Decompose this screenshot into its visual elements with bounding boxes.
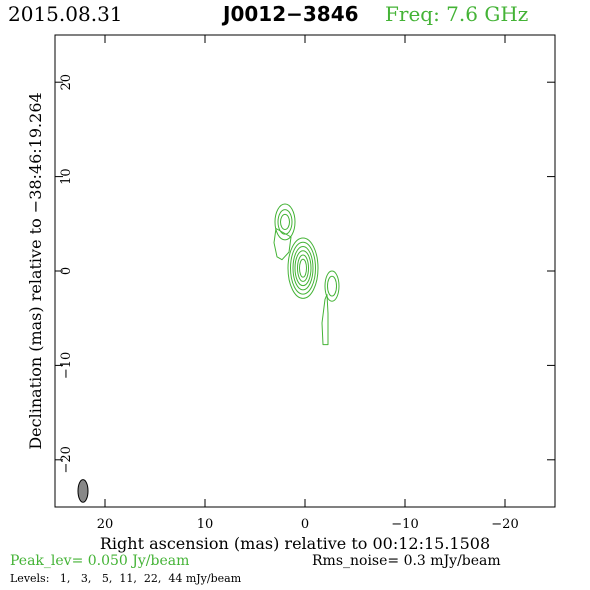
y-tick-label: 20 <box>59 74 74 91</box>
rms-noise: Rms_noise= 0.3 mJy/beam <box>312 553 501 569</box>
y-tick-label: −10 <box>59 352 74 379</box>
y-tick-label: −20 <box>59 446 74 473</box>
contour-north <box>274 203 296 241</box>
tick-layer: 20 10 0 −10 −20 20 10 0 −10 −20 <box>55 35 555 532</box>
y-tick-label: 0 <box>59 267 74 275</box>
x-axis-label: Right ascension (mas) relative to 00:12:… <box>100 534 490 553</box>
contour-north-tail <box>273 228 292 261</box>
observation-date: 2015.08.31 <box>8 2 123 26</box>
x-tick-label: 10 <box>197 517 214 532</box>
x-tick-label: −20 <box>491 517 518 532</box>
contour-south-tail <box>321 294 329 346</box>
frequency-label: Freq: 7.6 GHz <box>385 2 529 26</box>
beam-layer <box>77 479 89 503</box>
contour-north <box>280 213 290 230</box>
contour-north <box>277 209 293 235</box>
plot-frame <box>54 34 556 508</box>
y-axis-label: Declination (mas) relative to −38:46:19.… <box>26 92 45 449</box>
contour-core <box>299 258 307 278</box>
x-tick-label: −10 <box>391 517 418 532</box>
x-tick-label: 20 <box>97 517 114 532</box>
x-tick-label: 0 <box>301 517 309 532</box>
contour-south <box>324 270 340 302</box>
beam-ellipse <box>77 479 89 503</box>
contour-core <box>287 237 319 299</box>
y-tick-label: 10 <box>59 168 74 185</box>
peak-level: Peak_lev= 0.050 Jy/beam <box>10 553 190 569</box>
contour-south <box>327 275 337 297</box>
contour-core <box>292 245 314 291</box>
contour-core <box>290 241 316 295</box>
contour-core <box>294 250 312 287</box>
contour-core <box>297 254 309 282</box>
source-name: J0012−3846 <box>223 2 359 26</box>
contour-layer <box>273 203 340 346</box>
contour-levels: Levels: 1, 3, 5, 11, 22, 44 mJy/beam <box>10 572 242 585</box>
